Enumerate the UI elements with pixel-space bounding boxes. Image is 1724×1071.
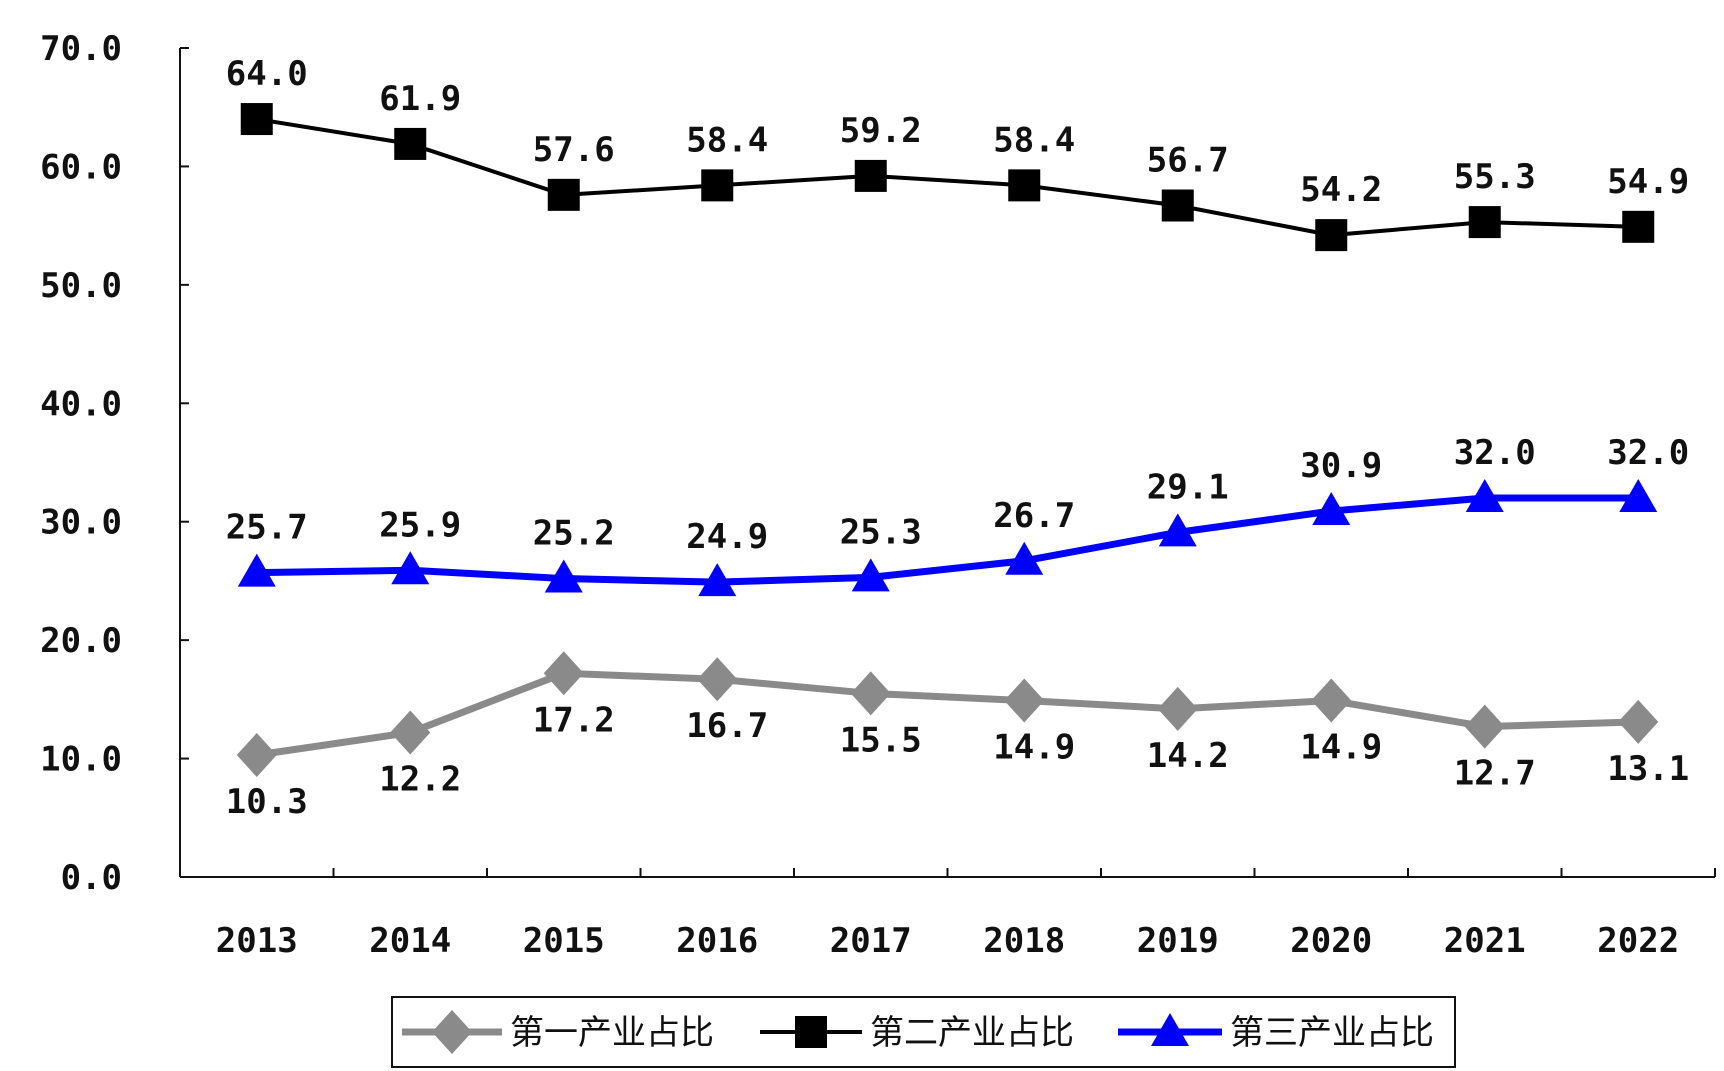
x-tick-label: 2017 xyxy=(830,921,912,961)
data-label: 25.7 xyxy=(226,508,308,548)
data-point xyxy=(1622,210,1655,243)
data-label: 25.2 xyxy=(533,514,615,554)
data-point xyxy=(854,159,887,192)
legend-label: 第二产业占比 xyxy=(870,1013,1074,1053)
data-label: 58.4 xyxy=(993,120,1075,160)
x-tick-label: 2014 xyxy=(369,921,451,961)
x-tick-label: 2021 xyxy=(1444,921,1526,961)
data-label: 24.9 xyxy=(686,517,768,557)
data-point xyxy=(1161,189,1194,222)
x-tick-label: 2022 xyxy=(1597,921,1679,961)
data-point xyxy=(1005,541,1044,575)
legend-marker xyxy=(432,1010,472,1054)
data-label: 29.1 xyxy=(1147,467,1229,507)
data-point xyxy=(543,651,584,696)
series-line xyxy=(256,669,1639,759)
x-tick-label: 2016 xyxy=(676,921,758,961)
data-point xyxy=(1004,678,1045,723)
data-point xyxy=(236,733,277,778)
data-point xyxy=(1465,479,1504,513)
series-lines xyxy=(236,103,1659,778)
data-point xyxy=(1008,169,1041,202)
y-tick-label: 0.0 xyxy=(61,858,122,898)
data-label: 13.1 xyxy=(1607,749,1689,789)
series-2 xyxy=(240,103,1655,252)
legend-box xyxy=(391,996,1456,1068)
data-point xyxy=(701,169,734,202)
data-point xyxy=(1315,219,1348,252)
x-tick-label: 2013 xyxy=(216,921,298,961)
data-label: 55.3 xyxy=(1454,157,1536,197)
data-label: 61.9 xyxy=(379,79,461,119)
data-label: 59.2 xyxy=(840,111,922,151)
data-label: 54.2 xyxy=(1300,170,1382,210)
data-point xyxy=(240,103,273,136)
x-tick-label: 2015 xyxy=(523,921,605,961)
data-point xyxy=(237,553,276,587)
y-tick-label: 50.0 xyxy=(40,266,122,306)
data-label: 14.2 xyxy=(1147,736,1229,776)
data-point xyxy=(1464,704,1505,749)
chart-axes: 0.0 10.0 20.0 30.0 40.0 50.0 60.0 70.0 2013 2014 2… xyxy=(40,29,1716,961)
y-tick-label: 30.0 xyxy=(40,503,122,543)
data-point xyxy=(850,671,891,716)
data-label: 32.0 xyxy=(1454,433,1536,473)
data-point xyxy=(1312,492,1351,526)
data-label: 14.9 xyxy=(993,728,1075,768)
data-label: 17.2 xyxy=(533,700,615,740)
data-label: 12.2 xyxy=(379,760,461,800)
data-label: 14.9 xyxy=(1300,728,1382,768)
data-point xyxy=(390,710,431,755)
data-point xyxy=(1619,479,1658,513)
legend-item-1: 第一产业占比 xyxy=(402,1010,714,1054)
y-tick-label: 70.0 xyxy=(40,29,122,69)
y-tick-label: 40.0 xyxy=(40,384,122,424)
data-point xyxy=(698,563,737,597)
legend-marker xyxy=(795,1016,827,1048)
data-labels: 10.3 12.2 17.2 16.7 15.5 14.9 14.2 14.9 12.7 13.1… xyxy=(226,54,1689,822)
data-point xyxy=(851,558,890,592)
data-point xyxy=(544,559,583,593)
x-tick-label: 2020 xyxy=(1290,921,1372,961)
data-label: 25.3 xyxy=(840,512,922,552)
data-point xyxy=(1468,206,1501,239)
data-label: 64.0 xyxy=(226,54,308,94)
data-label: 16.7 xyxy=(686,706,768,746)
data-point xyxy=(1618,699,1659,744)
data-point xyxy=(394,127,427,160)
data-point xyxy=(1311,678,1352,723)
data-label: 26.7 xyxy=(993,496,1075,536)
legend-marker xyxy=(1151,1013,1189,1046)
data-label: 32.0 xyxy=(1607,433,1689,473)
y-tick-label: 10.0 xyxy=(40,740,122,780)
data-label: 15.5 xyxy=(840,720,922,760)
legend-label: 第三产业占比 xyxy=(1230,1013,1434,1053)
data-label: 56.7 xyxy=(1147,141,1229,181)
data-point xyxy=(547,178,580,211)
legend-item-3: 第三产业占比 xyxy=(1118,1013,1434,1053)
data-point xyxy=(391,551,430,585)
data-label: 58.4 xyxy=(686,120,768,160)
series-3 xyxy=(237,479,1658,597)
legend-label: 第一产业占比 xyxy=(510,1013,714,1053)
data-label: 10.3 xyxy=(226,782,308,822)
data-point xyxy=(1158,513,1197,547)
data-label: 30.9 xyxy=(1300,446,1382,486)
legend: 第一产业占比 第二产业占比 第三产业占比 xyxy=(391,996,1456,1068)
y-tick-label: 20.0 xyxy=(40,621,122,661)
x-tick-label: 2019 xyxy=(1137,921,1219,961)
y-tick-label: 60.0 xyxy=(40,147,122,187)
data-label: 57.6 xyxy=(533,130,615,170)
data-point xyxy=(697,657,738,702)
data-point xyxy=(1157,686,1198,731)
data-label: 25.9 xyxy=(379,505,461,545)
x-tick-label: 2018 xyxy=(983,921,1065,961)
data-label: 54.9 xyxy=(1607,162,1689,202)
series-line xyxy=(256,494,1639,586)
series-1 xyxy=(236,651,1659,778)
legend-item-2: 第二产业占比 xyxy=(760,1013,1074,1053)
data-label: 12.7 xyxy=(1454,754,1536,794)
series-line xyxy=(256,117,1639,238)
